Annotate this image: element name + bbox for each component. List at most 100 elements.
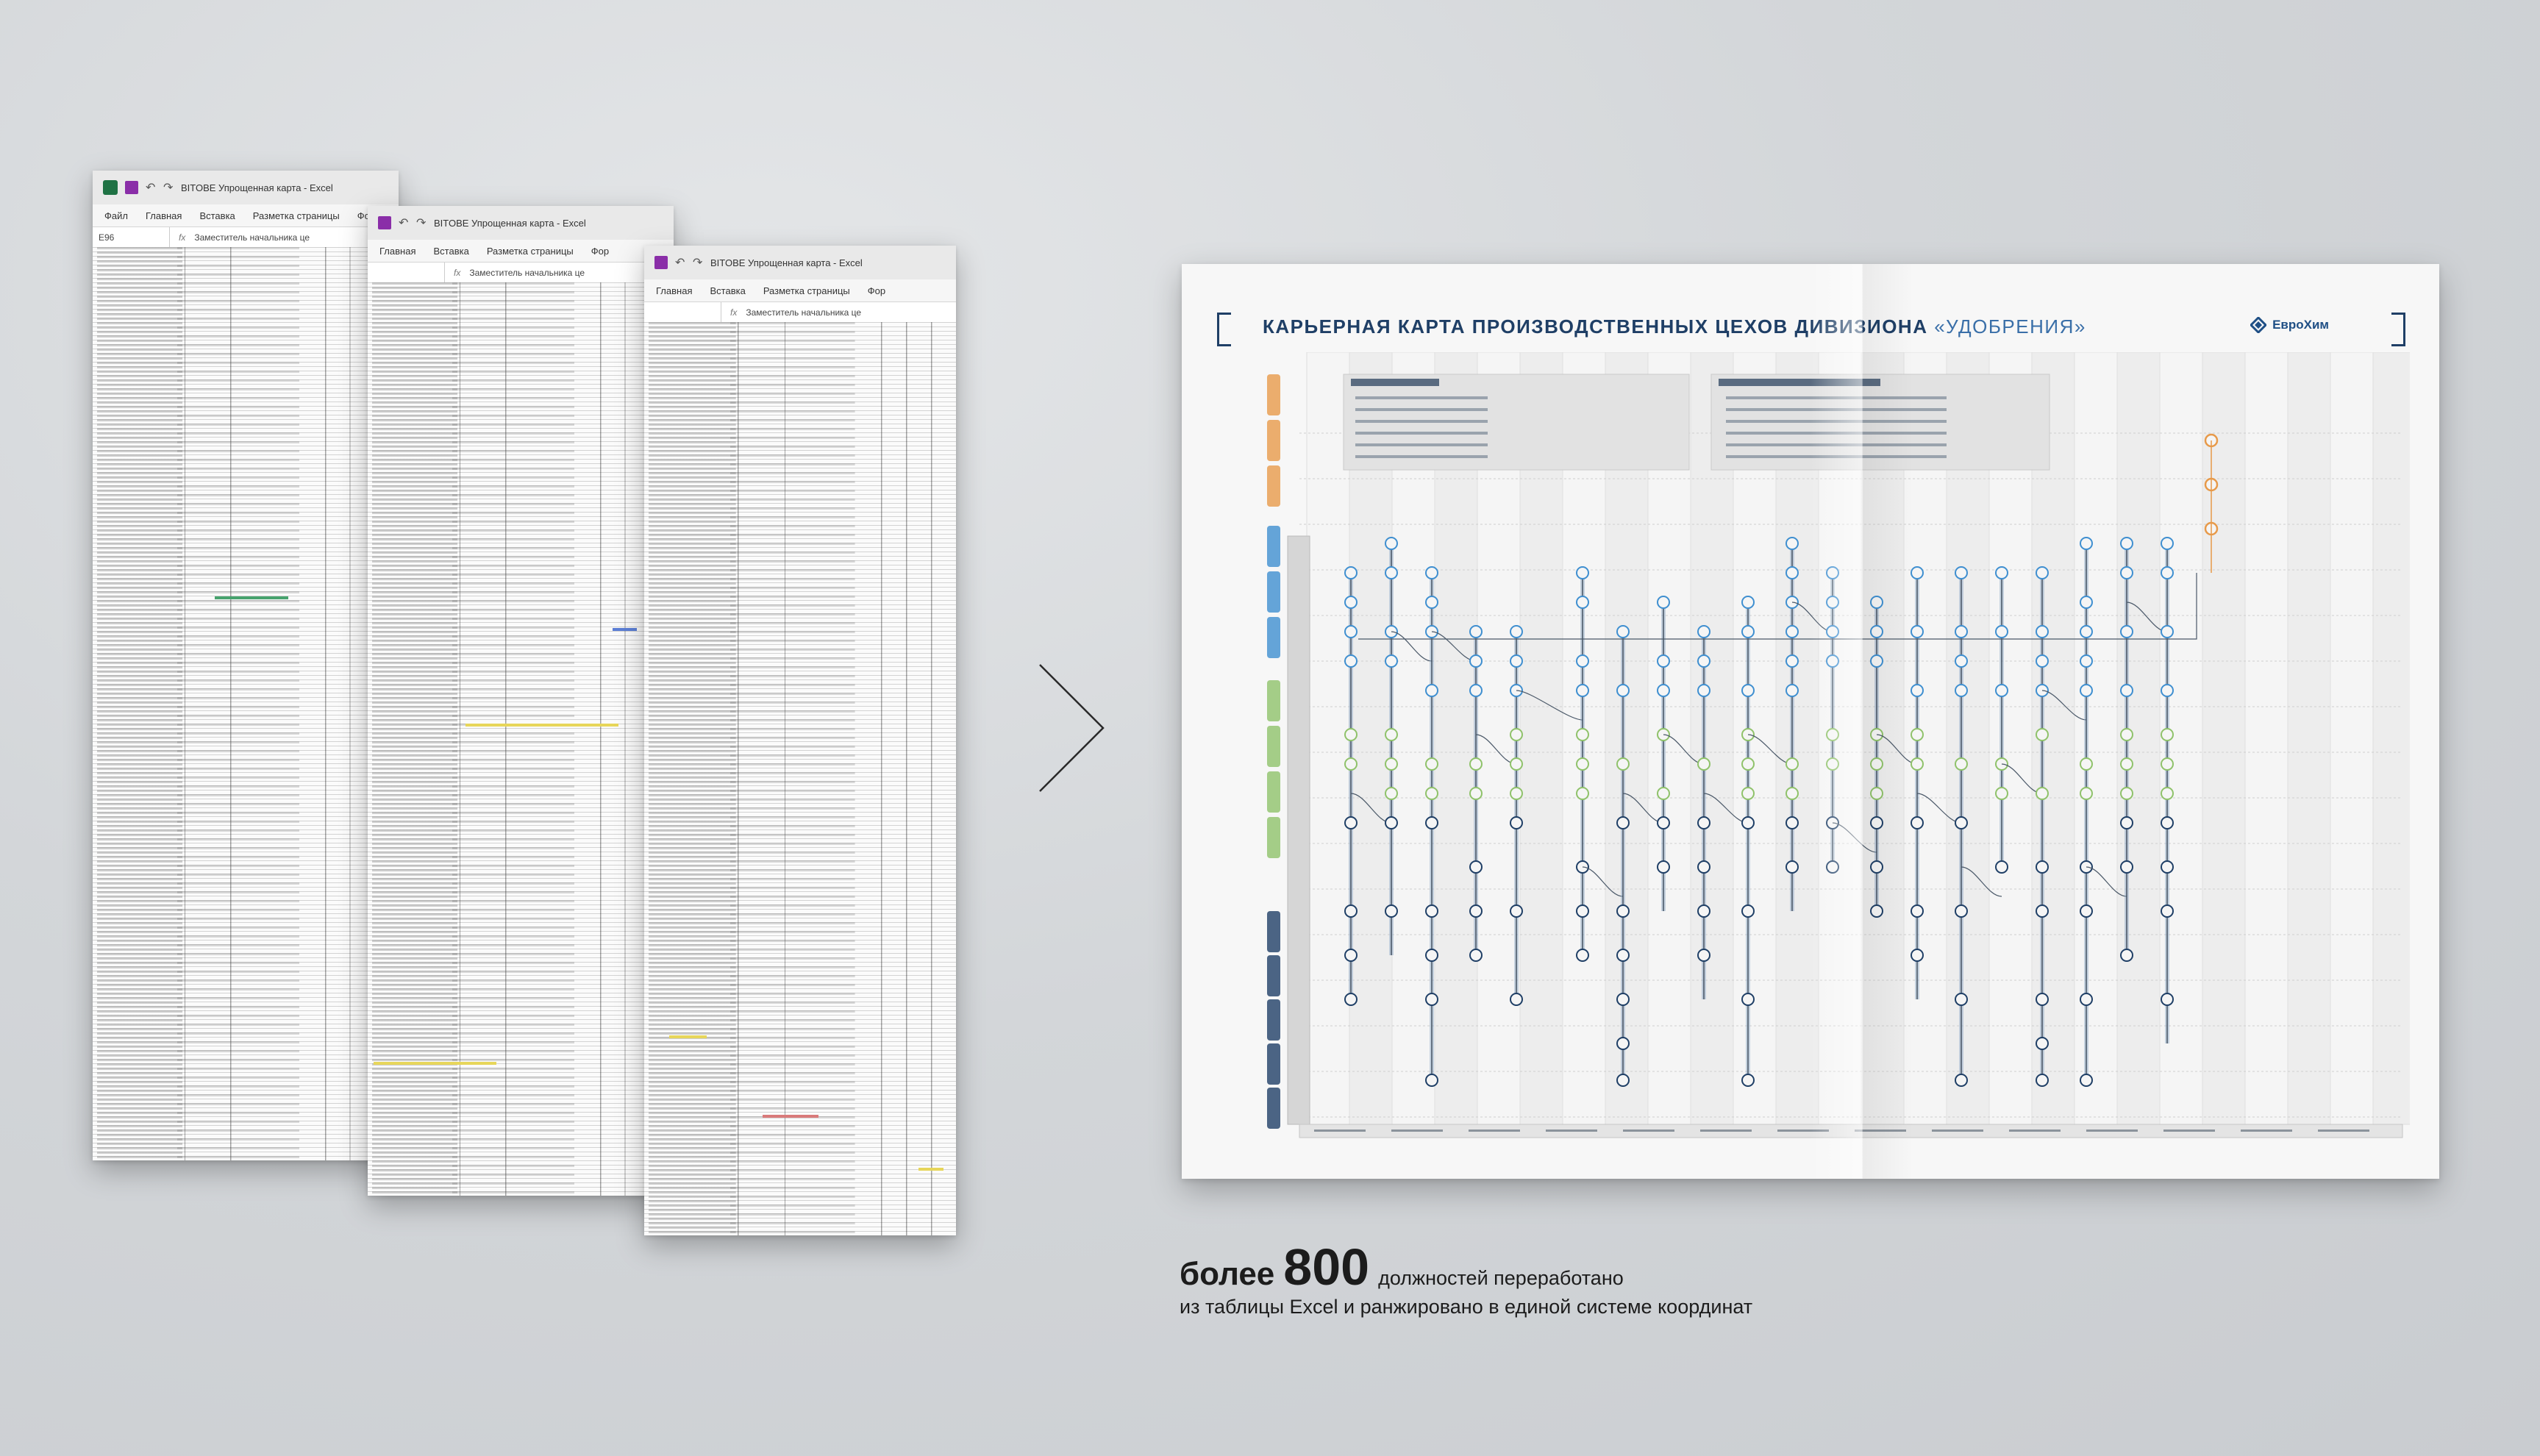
undo-icon[interactable]: ↶ xyxy=(399,217,409,229)
career-node xyxy=(1657,654,1670,668)
career-node xyxy=(1616,757,1630,771)
save-icon[interactable] xyxy=(654,256,668,269)
formula-input[interactable]: Заместитель начальника це xyxy=(469,268,585,278)
column-band xyxy=(1733,352,1777,1125)
column-band xyxy=(2074,352,2118,1125)
career-node xyxy=(1510,654,1523,668)
career-node xyxy=(1576,728,1589,741)
career-node xyxy=(1955,993,1968,1006)
career-node xyxy=(2080,904,2093,918)
tab-home[interactable]: Главная xyxy=(379,245,416,257)
formula-bar: fx Заместитель начальника це xyxy=(368,262,674,284)
career-node xyxy=(1826,860,1839,874)
career-node xyxy=(1870,596,1883,609)
redo-icon[interactable]: ↷ xyxy=(693,257,703,269)
spreadsheet-grid[interactable] xyxy=(644,322,956,1235)
career-node xyxy=(1826,596,1839,609)
career-node xyxy=(2080,537,2093,550)
save-icon[interactable] xyxy=(378,216,391,229)
namebox[interactable]: E96 xyxy=(93,227,170,248)
redo-icon[interactable]: ↷ xyxy=(163,182,174,194)
career-node xyxy=(1469,787,1483,800)
tab-page-layout[interactable]: Разметка страницы xyxy=(486,245,574,257)
career-node xyxy=(1510,816,1523,829)
legend-text-line xyxy=(1726,420,1947,423)
career-node xyxy=(1955,1074,1968,1087)
highlighted-row xyxy=(215,596,289,599)
career-node xyxy=(2036,1037,2049,1050)
bottom-label-text xyxy=(1469,1130,1520,1132)
bottom-label-text xyxy=(1391,1130,1443,1132)
formula-input[interactable]: Заместитель начальника це xyxy=(194,232,310,243)
career-link xyxy=(1582,866,1624,897)
career-node xyxy=(1826,728,1839,741)
save-icon[interactable] xyxy=(125,181,138,194)
tab-page-layout[interactable]: Разметка страницы xyxy=(252,210,340,221)
bottom-label-text xyxy=(2009,1130,2061,1132)
career-node xyxy=(1911,949,1924,962)
tab-formulas[interactable]: Фор xyxy=(867,285,886,296)
tab-home[interactable]: Главная xyxy=(145,210,182,221)
career-link xyxy=(1391,631,1433,662)
career-node xyxy=(1385,537,1398,550)
bottom-label-text xyxy=(1777,1130,1829,1132)
tab-page-layout[interactable]: Разметка страницы xyxy=(763,285,850,296)
legend-header xyxy=(1351,379,1439,386)
ribbon-tabs: Главная Вставка Разметка страницы Фор xyxy=(368,240,674,262)
rail-tab xyxy=(1267,526,1280,567)
spreadsheet-grid[interactable] xyxy=(93,247,399,1160)
redo-icon[interactable]: ↷ xyxy=(416,217,427,229)
spreadsheet-grid[interactable] xyxy=(368,282,674,1196)
career-node xyxy=(1576,757,1589,771)
undo-icon[interactable]: ↶ xyxy=(146,182,156,194)
career-node xyxy=(2036,787,2049,800)
career-node xyxy=(1870,654,1883,668)
career-node xyxy=(1616,1037,1630,1050)
career-node xyxy=(2120,684,2133,697)
career-node xyxy=(1741,596,1755,609)
formula-input[interactable]: Заместитель начальника це xyxy=(746,307,862,318)
column-band xyxy=(1349,352,1393,1125)
career-node xyxy=(1425,904,1438,918)
undo-icon[interactable]: ↶ xyxy=(675,257,685,269)
career-node xyxy=(1510,904,1523,918)
tab-formulas[interactable]: Фор xyxy=(591,245,610,257)
highlighted-row xyxy=(668,1035,707,1038)
career-node xyxy=(1510,787,1523,800)
career-node xyxy=(1955,625,1968,638)
tab-insert[interactable]: Вставка xyxy=(199,210,235,221)
bottom-label-text xyxy=(2318,1130,2369,1132)
tab-home[interactable]: Главная xyxy=(656,285,693,296)
career-node xyxy=(1697,654,1710,668)
namebox[interactable] xyxy=(368,263,445,283)
caption-number: 800 xyxy=(1283,1238,1370,1296)
namebox[interactable] xyxy=(644,302,721,323)
career-node xyxy=(1425,949,1438,962)
career-node xyxy=(1616,1074,1630,1087)
career-node xyxy=(1385,904,1398,918)
career-node xyxy=(1385,787,1398,800)
caption-line2: из таблицы Excel и ранжировано в единой … xyxy=(1180,1296,1753,1318)
career-node xyxy=(2161,566,2174,579)
career-node xyxy=(1616,904,1630,918)
career-node xyxy=(1385,757,1398,771)
tab-file[interactable]: Файл xyxy=(104,210,128,221)
career-node xyxy=(1344,904,1358,918)
career-node xyxy=(1469,757,1483,771)
career-link xyxy=(2086,866,2127,897)
career-node xyxy=(1741,625,1755,638)
career-node xyxy=(1425,787,1438,800)
legend-text-line xyxy=(1355,455,1488,458)
career-node xyxy=(1786,757,1799,771)
column-band xyxy=(2330,352,2374,1125)
career-link xyxy=(2041,690,2087,721)
caption: более 800 должностей переработано из таб… xyxy=(1180,1241,1752,1318)
career-node xyxy=(1657,816,1670,829)
tab-insert[interactable]: Вставка xyxy=(433,245,469,257)
career-node xyxy=(1657,684,1670,697)
career-node xyxy=(1741,1074,1755,1087)
bottom-label-text xyxy=(1932,1130,1983,1132)
tab-insert[interactable]: Вставка xyxy=(710,285,746,296)
rail-tab xyxy=(1267,817,1280,858)
fx-icon: fx xyxy=(179,232,186,243)
